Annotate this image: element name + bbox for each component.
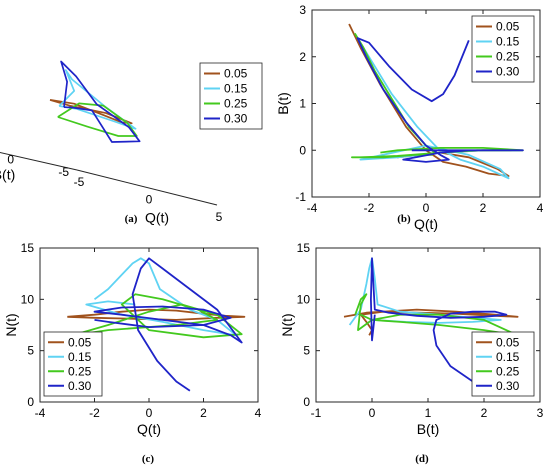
y-tick-label-a: -5 [58,165,69,179]
y-tick-label-c: 10 [21,292,35,306]
x-tick-label-b: 0 [423,201,430,215]
x-tick-label-c: 2 [200,406,207,420]
y-axis-label-b: B(t) [275,92,291,115]
legend-label-b-0.25: 0.25 [496,50,520,64]
x-axis-label-c: Q(t) [137,421,161,437]
x-tick-label-a: 5 [216,210,223,224]
series-line-c-0.30 [93,257,243,392]
x-tick-label-d: 2 [481,406,488,420]
legend-d: 0.050.150.250.30 [471,331,535,397]
x-tick-label-a: 0 [146,193,153,207]
x-tick-label-c: 4 [255,406,262,420]
series-line-a-0.25 [57,102,138,137]
y-tick-label-d: 10 [297,292,311,306]
legend-label-c-0.25: 0.25 [68,364,92,378]
legend-label-a-0.30: 0.30 [224,112,248,126]
x-axis-label-d: B(t) [417,421,440,437]
x-tick-label-d: 3 [537,406,544,420]
x-tick-label-b: 2 [480,201,487,215]
series-line-d-0.15 [348,257,502,326]
y-tick-label-d: 0 [303,395,310,409]
legend-a: 0.050.150.250.30 [199,62,263,130]
y-tick-label-b: 0 [299,143,306,157]
x-tick-label-a: -5 [74,175,85,189]
legend-label-a-0.25: 0.25 [224,97,248,111]
legend-label-d-0.05: 0.05 [496,335,520,349]
y-tick-label-d: 15 [297,241,311,255]
x-axis-label-a: Q(t) [145,210,169,226]
series-group-a [49,60,141,143]
legend-label-a-0.15: 0.15 [224,82,248,96]
y-tick-label-a: 0 [7,153,14,167]
y-tick-label-c: 15 [21,241,35,255]
caption-d: (d) [415,453,429,465]
y-axis-line-a [0,151,78,171]
x-tick-label-b: -4 [307,201,318,215]
x-tick-label-d: 0 [369,406,376,420]
series-line-a-0.30 [60,60,141,143]
legend-label-c-0.05: 0.05 [68,335,92,349]
y-tick-label-b: 3 [299,3,306,17]
x-tick-label-d: -1 [311,406,322,420]
legend-label-c-0.30: 0.30 [68,379,92,393]
legend-label-d-0.30: 0.30 [496,379,520,393]
y-tick-label-b: -1 [295,190,306,204]
legend-label-b-0.30: 0.30 [496,65,520,79]
legend-label-d-0.25: 0.25 [496,364,520,378]
series-line-b-0.25 [351,32,524,159]
series-line-b-0.30 [356,37,524,163]
x-tick-label-b: -2 [364,201,375,215]
y-tick-label-d: 5 [303,344,310,358]
caption-b: (b) [397,213,411,225]
x-tick-label-c: -4 [35,406,46,420]
x-axis-label-b: Q(t) [414,216,438,232]
legend-label-b-0.15: 0.15 [496,35,520,49]
x-tick-label-b: 4 [537,201,544,215]
legend-label-c-0.15: 0.15 [68,350,92,364]
panel-b-plot: -4 -2 0 2 4 -1 0 1 2 3 Q(t) B(t) 0.050.150.250.30 [275,3,544,232]
caption-c: (c) [142,453,155,465]
series-line-d-0.25 [354,293,519,337]
x-tick-label-c: -2 [89,406,100,420]
series-group-b [348,23,524,180]
y-axis-label-c: N(t) [3,313,19,336]
y-tick-label-c: 0 [27,395,34,409]
series-group-c [67,257,246,392]
x-tick-label-d: 1 [425,406,432,420]
series-line-d-0.30 [370,257,508,392]
x-axis-line-a [76,169,218,206]
series-group-d [343,257,519,392]
legend-label-a-0.05: 0.05 [224,67,248,81]
panel-captions: (a) (b) (c) (d) [125,213,429,465]
y-tick-label-b: 2 [299,50,306,64]
y-tick-label-c: 5 [27,344,34,358]
x-tick-label-c: 0 [146,406,153,420]
panel-a-3d-plot: 051015-505-505N(t)B(t)Q(t)0.050.150.250.… [0,60,263,226]
legend-c: 0.050.150.250.30 [43,331,103,397]
legend-b: 0.050.150.250.30 [471,15,535,83]
caption-a: (a) [125,213,138,225]
legend-label-b-0.05: 0.05 [496,20,520,34]
series-line-d-0.05 [343,308,519,336]
panel-c-plot: -4 -2 0 2 4 0 5 10 15 Q(t) N(t) 0.050.150.250.30 [3,241,262,437]
y-tick-label-b: 1 [299,97,306,111]
y-axis-label-a: B(t) [0,167,15,183]
y-axis-label-d: N(t) [279,313,295,336]
legend-label-d-0.15: 0.15 [496,350,520,364]
